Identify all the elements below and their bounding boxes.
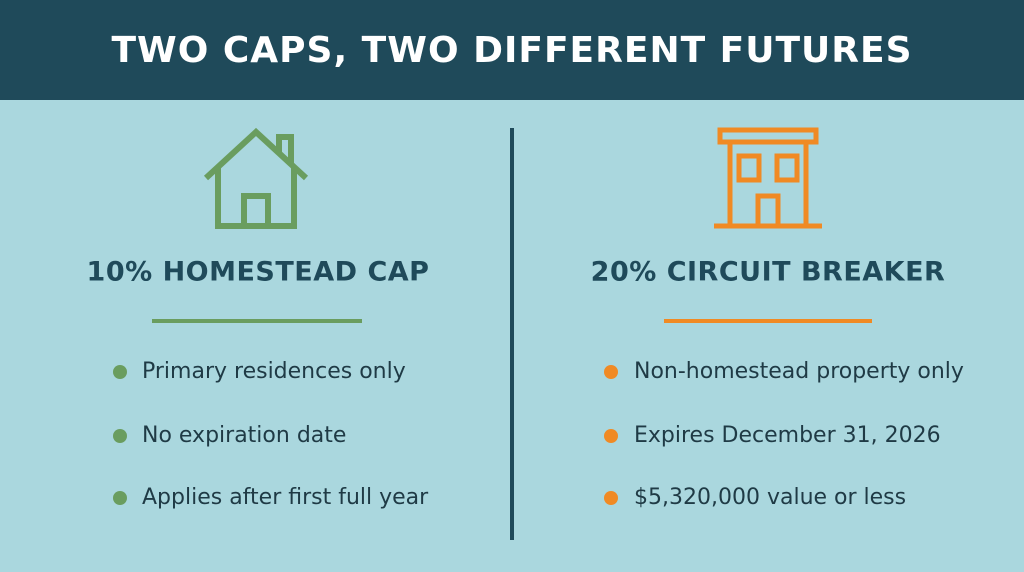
column-title: 20% CIRCUIT BREAKER [591, 257, 946, 288]
list-item: $5,320,000 value or less [634, 485, 906, 510]
list-item: No expiration date [142, 423, 346, 448]
column-title: 10% HOMESTEAD CAP [87, 257, 430, 288]
building-icon [714, 127, 822, 229]
list-item: Primary residences only [142, 359, 406, 384]
list-item: Applies after first full year [142, 485, 429, 510]
bullet [113, 491, 127, 505]
bullet [113, 365, 127, 379]
house-icon [203, 127, 309, 229]
bullet [604, 365, 618, 379]
header-title: TWO CAPS, TWO DIFFERENT FUTURES [111, 30, 912, 71]
bullet [604, 429, 618, 443]
bullet [604, 491, 618, 505]
header-band [0, 0, 1024, 100]
list-item: Expires December 31, 2026 [634, 423, 941, 448]
list-item: Non-homestead property only [634, 359, 964, 384]
bullet [113, 429, 127, 443]
